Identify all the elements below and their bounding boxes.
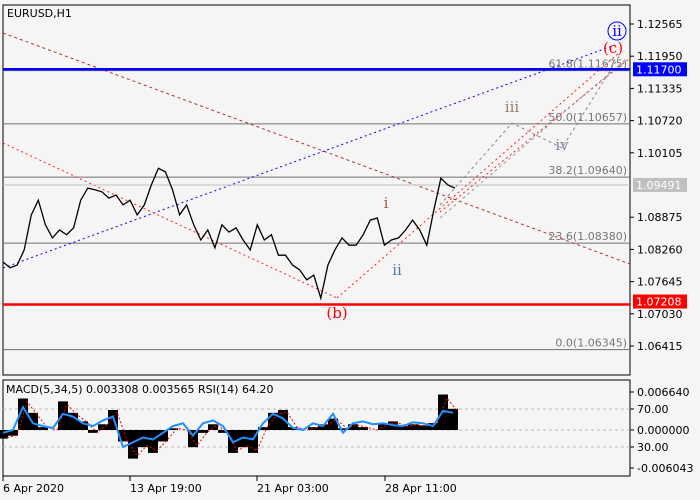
macd-bar — [448, 408, 458, 430]
wave-circle — [607, 21, 627, 41]
y-tick-label: 1.11950 — [637, 50, 683, 63]
fib-level-label: 50.0(1.10657) — [548, 111, 627, 124]
y-tick-label: 1.10105 — [637, 147, 683, 160]
macd-bar — [208, 424, 218, 430]
red-channel-line-2 — [439, 57, 631, 213]
macd-bar — [318, 424, 328, 430]
macd-bar — [328, 418, 338, 430]
wave-label: (c) — [603, 39, 623, 57]
macd-bar — [378, 424, 388, 430]
fib-level-label: 0.0(1.06345) — [555, 337, 627, 350]
price-tag-label: 1.11700 — [636, 63, 682, 76]
macd-bar — [8, 430, 18, 436]
macd-bar — [88, 430, 98, 433]
x-tick-label: 6 Apr 2020 — [3, 482, 64, 495]
wave-label: i — [384, 194, 389, 212]
wave-label: (b) — [326, 304, 347, 322]
indicator-tick-label: 0.006640 — [637, 386, 690, 399]
x-tick-label: 21 Apr 03:00 — [257, 482, 329, 495]
y-tick-label: 1.07030 — [637, 308, 683, 321]
indicator-tick-label: 0.000000 — [637, 424, 690, 437]
macd-bar — [128, 430, 138, 459]
x-tick-label: 28 Apr 11:00 — [385, 482, 457, 495]
fib-level-label: 61.8(1.11675) — [548, 58, 627, 71]
macd-bar — [278, 409, 288, 430]
macd-bar — [58, 401, 68, 430]
indicator-tick-label: 70.00 — [637, 403, 669, 416]
macd-bar — [258, 427, 268, 430]
macd-bar — [148, 430, 158, 453]
macd-bar — [248, 430, 258, 453]
fib-level-label: 23.6(1.08380) — [548, 230, 627, 243]
wave-label: ii — [612, 22, 622, 40]
macd-bar — [78, 421, 88, 430]
macd-bar — [158, 430, 168, 442]
macd-bar — [308, 427, 318, 430]
macd-bar — [358, 427, 368, 430]
macd-bar — [218, 430, 228, 433]
macd-bar — [38, 427, 48, 430]
macd-signal-line — [6, 397, 458, 457]
macd-bar — [418, 425, 428, 430]
trend-lines — [2, 32, 631, 299]
macd-bar — [118, 430, 128, 442]
blue-trendline — [2, 44, 616, 269]
grey-channel — [439, 59, 626, 219]
wave-label: ii — [392, 261, 402, 279]
price-tag-label: 1.09491 — [636, 179, 682, 192]
main-panel — [2, 4, 631, 376]
y-tick-label: 1.12565 — [637, 18, 683, 31]
indicator-tick-label: -0.006043 — [637, 462, 693, 475]
macd-bar — [0, 430, 8, 439]
y-tick-label: 1.10720 — [637, 115, 683, 128]
y-tick-label: 1.11335 — [637, 82, 683, 95]
macd-bar — [98, 424, 108, 430]
macd-bar — [398, 425, 408, 430]
macd-bar — [338, 428, 348, 430]
macd-bar — [198, 430, 208, 433]
macd-bar — [268, 412, 278, 430]
macd-bar — [68, 412, 78, 430]
indicator-tick-label: 30.00 — [637, 441, 669, 454]
wave-label: iv — [555, 136, 569, 154]
fib-level-label: 38.2(1.09640) — [548, 164, 627, 177]
y-tick-label: 1.08875 — [637, 211, 683, 224]
wave-label: iii — [505, 98, 520, 116]
projection-path — [439, 54, 621, 206]
y-tick-label: 1.08260 — [637, 243, 683, 256]
y-tick-label: 1.06415 — [637, 340, 683, 353]
indicator-title: MACD(5,34,5) 0.003308 0.003565 RSI(14) 6… — [6, 383, 273, 396]
price-series — [2, 167, 456, 301]
macd-bar — [408, 424, 418, 430]
price-tag-label: 1.07208 — [636, 295, 682, 308]
rsi-line — [2, 404, 454, 449]
macd-bar — [168, 428, 178, 430]
price-tag — [633, 177, 687, 192]
y-tick-label: 1.07645 — [637, 276, 683, 289]
red-channel-line — [2, 142, 338, 299]
price-tag — [633, 62, 687, 77]
price-tag — [633, 294, 687, 309]
macd-bar — [108, 409, 118, 430]
symbol-title: EURUSD,H1 — [7, 7, 72, 20]
macd-bar — [348, 424, 358, 430]
macd-bar — [188, 430, 198, 448]
x-tick-label: 13 Apr 19:00 — [130, 482, 202, 495]
